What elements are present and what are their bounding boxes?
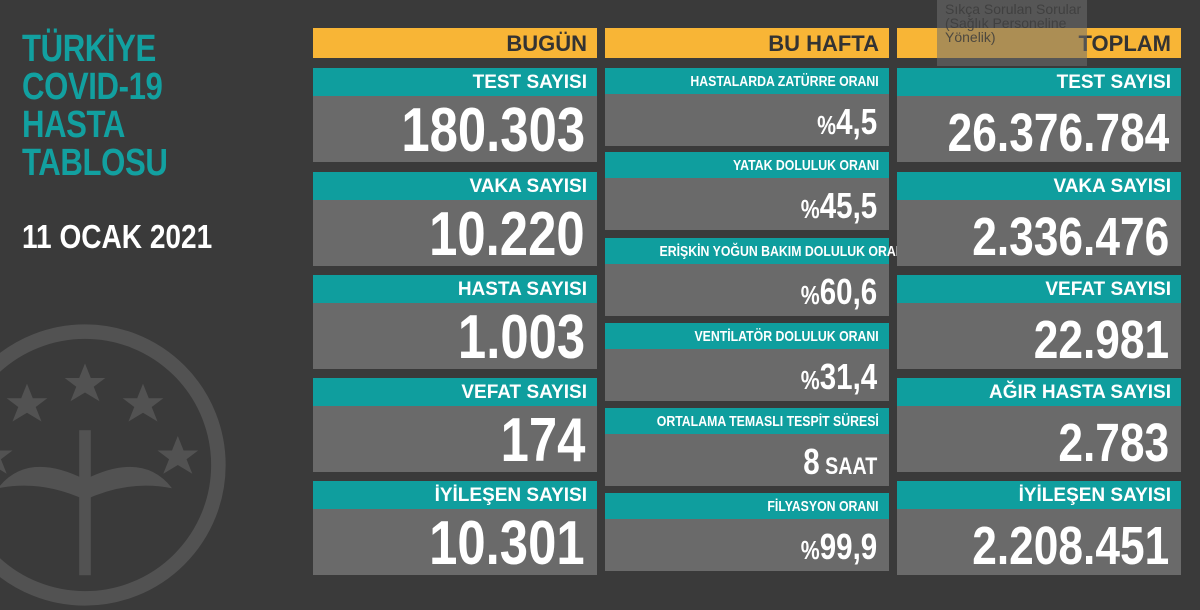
stat-value: 2.208.451 bbox=[897, 509, 1181, 576]
stat-label: İYİLEŞEN SAYISI bbox=[313, 481, 597, 509]
stat-value: %60,6 bbox=[605, 264, 889, 316]
stat-label: YATAK DOLULUK ORANI bbox=[605, 152, 889, 178]
stat-value: 174 bbox=[313, 406, 597, 475]
stat-number: 60,6 bbox=[819, 271, 877, 312]
stat-number: 10.220 bbox=[429, 200, 585, 269]
page-title: TÜRKİYE COVID-19 HASTA TABLOSU bbox=[22, 28, 168, 184]
week-bed-card: YATAK DOLULUK ORANI %45,5 bbox=[605, 152, 889, 230]
stat-value: %31,4 bbox=[605, 349, 889, 401]
stat-label: HASTALARDA ZATÜRRE ORANI bbox=[605, 68, 889, 94]
stat-number: 31,4 bbox=[819, 356, 877, 397]
tooltip-line: Yönelik) bbox=[945, 29, 996, 45]
stat-number: 2.208.451 bbox=[972, 516, 1169, 576]
label-text: ORTALAMA TEMASLI TESPİT SÜRESİ bbox=[656, 413, 879, 430]
week-header: BU HAFTA bbox=[605, 28, 889, 58]
stat-value: 2.336.476 bbox=[897, 200, 1181, 267]
stat-value: 10.220 bbox=[313, 200, 597, 269]
stat-number: 1.003 bbox=[457, 303, 585, 372]
week-icu-card: ERİŞKİN YOĞUN BAKIM DOLULUK ORANI %60,6 bbox=[605, 238, 908, 316]
stat-label: TEST SAYISI bbox=[313, 68, 597, 96]
today-header: BUGÜN bbox=[313, 28, 597, 58]
week-filiation-card: FİLYASYON ORANI %99,9 bbox=[605, 493, 889, 571]
stat-value: %45,5 bbox=[605, 178, 889, 230]
total-severe-card: AĞIR HASTA SAYISI 2.783 bbox=[897, 378, 1181, 473]
stat-label: TEST SAYISI bbox=[897, 68, 1181, 96]
report-date: 11 OCAK 2021 bbox=[22, 218, 213, 255]
total-test-card: TEST SAYISI 26.376.784 bbox=[897, 68, 1181, 163]
title-line: TABLOSU bbox=[22, 142, 168, 184]
label-text: VENTİLATÖR DOLULUK ORANI bbox=[694, 328, 879, 345]
tooltip-line: (Sağlık Personeline bbox=[945, 15, 1067, 31]
percent-sign: % bbox=[800, 365, 820, 395]
total-column: TOPLAM TEST SAYISI 26.376.784 VAKA SAYISI… bbox=[897, 28, 1181, 576]
stat-label: VAKA SAYISI bbox=[313, 172, 597, 200]
stat-number: 10.301 bbox=[429, 509, 585, 578]
stat-number: 26.376.784 bbox=[947, 103, 1169, 163]
label-text: FİLYASYON ORANI bbox=[767, 498, 879, 515]
total-case-card: VAKA SAYISI 2.336.476 bbox=[897, 172, 1181, 267]
label-text: HASTALARDA ZATÜRRE ORANI bbox=[690, 73, 879, 90]
stat-value: 26.376.784 bbox=[897, 96, 1181, 163]
unit-label: SAAT bbox=[819, 453, 877, 480]
stat-value: %99,9 bbox=[605, 519, 889, 571]
percent-sign: % bbox=[800, 535, 820, 565]
stat-value: 22.981 bbox=[897, 303, 1181, 370]
stat-label: VEFAT SAYISI bbox=[313, 378, 597, 406]
stat-label: ORTALAMA TEMASLI TESPİT SÜRESİ bbox=[605, 408, 889, 434]
stat-label: VAKA SAYISI bbox=[897, 172, 1181, 200]
stat-label: ERİŞKİN YOĞUN BAKIM DOLULUK ORANI bbox=[605, 238, 908, 264]
stat-number: 99,9 bbox=[819, 526, 877, 567]
title-line: COVID-19 bbox=[22, 66, 163, 108]
percent-sign: % bbox=[816, 110, 836, 140]
title-line: TÜRKİYE bbox=[22, 28, 156, 70]
today-test-card: TEST SAYISI 180.303 bbox=[313, 68, 597, 165]
today-case-card: VAKA SAYISI 10.220 bbox=[313, 172, 597, 269]
stat-value: 2.783 bbox=[897, 406, 1181, 473]
week-column: BU HAFTA HASTALARDA ZATÜRRE ORANI %4,5 YA… bbox=[605, 28, 908, 571]
total-recovered-card: İYİLEŞEN SAYISI 2.208.451 bbox=[897, 481, 1181, 576]
stat-label: AĞIR HASTA SAYISI bbox=[897, 378, 1181, 406]
total-death-card: VEFAT SAYISI 22.981 bbox=[897, 275, 1181, 370]
stat-number: 180.303 bbox=[401, 96, 585, 165]
stat-label: HASTA SAYISI bbox=[313, 275, 597, 303]
label-text: ERİŞKİN YOĞUN BAKIM DOLULUK ORANI bbox=[659, 243, 909, 260]
stat-label: İYİLEŞEN SAYISI bbox=[897, 481, 1181, 509]
faq-tooltip[interactable]: Sıkça Sorulan Sorular (Sağlık Personelin… bbox=[937, 0, 1087, 66]
stat-value: %4,5 bbox=[605, 94, 889, 146]
ministry-emblem-icon bbox=[0, 324, 226, 606]
stat-label: VENTİLATÖR DOLULUK ORANI bbox=[605, 323, 889, 349]
today-recovered-card: İYİLEŞEN SAYISI 10.301 bbox=[313, 481, 597, 578]
stat-label: VEFAT SAYISI bbox=[897, 275, 1181, 303]
label-text: YATAK DOLULUK ORANI bbox=[732, 157, 879, 174]
percent-sign: % bbox=[800, 280, 820, 310]
title-line: HASTA bbox=[22, 104, 125, 146]
week-ventilator-card: VENTİLATÖR DOLULUK ORANI %31,4 bbox=[605, 323, 889, 401]
stat-number: 2.336.476 bbox=[972, 207, 1169, 267]
tooltip-line: Sıkça Sorulan Sorular bbox=[945, 1, 1082, 17]
stat-value: 10.301 bbox=[313, 509, 597, 578]
stat-value: 180.303 bbox=[313, 96, 597, 165]
stat-number: 45,5 bbox=[819, 185, 877, 226]
today-patient-card: HASTA SAYISI 1.003 bbox=[313, 275, 597, 372]
today-death-card: VEFAT SAYISI 174 bbox=[313, 378, 597, 475]
stat-number: 8 bbox=[802, 441, 820, 482]
stat-number: 22.981 bbox=[1033, 310, 1169, 370]
stat-number: 4,5 bbox=[835, 101, 877, 142]
stat-value: 1.003 bbox=[313, 303, 597, 372]
stat-number: 174 bbox=[500, 406, 585, 475]
week-pneumonia-card: HASTALARDA ZATÜRRE ORANI %4,5 bbox=[605, 68, 889, 146]
stat-label: FİLYASYON ORANI bbox=[605, 493, 889, 519]
week-contact-time-card: ORTALAMA TEMASLI TESPİT SÜRESİ 8 SAAT bbox=[605, 408, 889, 486]
stat-number: 2.783 bbox=[1058, 413, 1169, 473]
today-column: BUGÜN TEST SAYISI 180.303 VAKA SAYISI 10.2… bbox=[313, 28, 597, 578]
percent-sign: % bbox=[800, 194, 820, 224]
stat-value: 8 SAAT bbox=[605, 434, 889, 486]
